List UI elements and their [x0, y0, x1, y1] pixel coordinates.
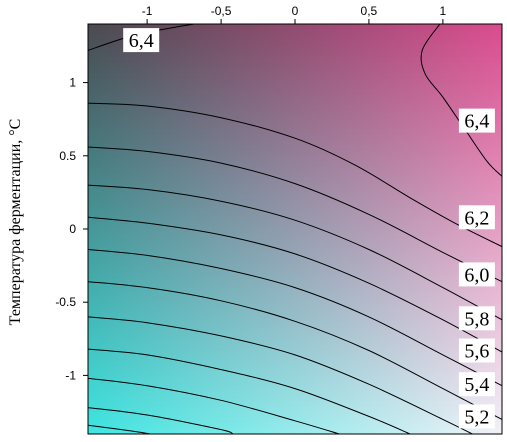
contour-line [88, 146, 502, 283]
contour-label-background [458, 338, 495, 363]
contour-line [88, 102, 502, 248]
y-tick-label: -0.5 [55, 295, 76, 309]
contour-line [420, 24, 502, 177]
y-tick-label: -1 [65, 368, 76, 382]
x-tick-label: 0 [292, 4, 299, 18]
contour-label-background [123, 28, 160, 53]
contour-label-background [458, 262, 495, 287]
contour-line [88, 377, 340, 434]
contour-line [88, 407, 234, 434]
plot-area: 6,4 6,4 6,2 6,0 5,8 5,6 5,4 5,2 [87, 23, 503, 435]
contour-label: 6,0 [464, 264, 489, 286]
y-tick-label: 0 [69, 222, 76, 236]
x-tick-label: -0,5 [211, 4, 232, 18]
x-tick-label: 0,5 [361, 4, 378, 18]
contour-line [88, 249, 502, 387]
contour-line [88, 281, 502, 420]
contour-label: 6,2 [464, 207, 489, 229]
contour-label-background [458, 404, 495, 429]
contour-label-background [458, 108, 495, 133]
contour-label: 6,4 [464, 111, 489, 133]
x-axis: -1 -0,5 0 0,5 1 [142, 4, 447, 24]
y-tick-label: 0.5 [59, 149, 76, 163]
y-tick-label: 1 [69, 76, 76, 90]
y-axis: 1 0.5 0 -0.5 -1 [55, 76, 88, 382]
y-axis-label: Температура ферментации, °C [7, 119, 24, 326]
contour-label: 5,2 [464, 406, 489, 428]
x-tick-label: -1 [142, 4, 153, 18]
contour-line [88, 348, 411, 434]
contour-label: 6,4 [129, 30, 154, 52]
contour-line [88, 424, 151, 434]
contour-line [88, 184, 502, 321]
contour-label-background [458, 205, 495, 230]
contour-label: 5,4 [464, 374, 489, 396]
contour-lines [88, 24, 502, 434]
contour-line [88, 216, 502, 353]
contour-label-background [458, 372, 495, 397]
x-tick-label: 1 [440, 4, 447, 18]
surface-fill-bottom [88, 24, 502, 434]
contour-label-background [458, 306, 495, 331]
contour-line [88, 316, 473, 434]
contour-labels: 6,4 6,4 6,2 6,0 5,8 5,6 5,4 5,2 [123, 28, 495, 429]
contour-label: 5,6 [464, 341, 489, 363]
contour-label: 5,8 [464, 308, 489, 330]
